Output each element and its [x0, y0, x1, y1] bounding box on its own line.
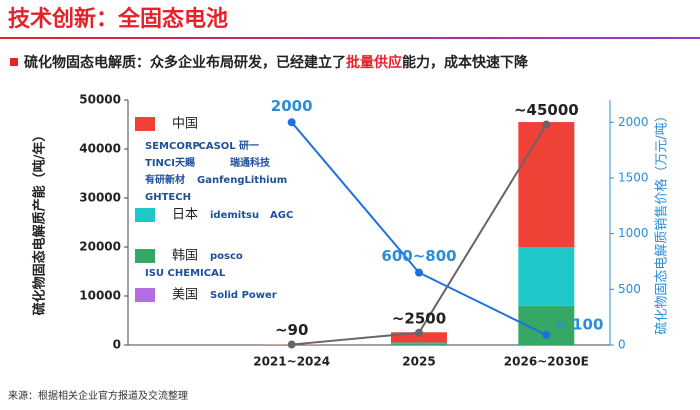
- y2-tick-label: 1500: [618, 170, 649, 184]
- y-tick-label: 30000: [79, 191, 121, 205]
- price-line-point: [542, 331, 550, 339]
- bullet: [10, 58, 18, 66]
- y2-axis-title: 硫化物固态电解质销售价格（万元/吨）: [654, 109, 670, 334]
- legend-company: ISU CHEMICAL: [145, 268, 226, 279]
- legend-company: GanfengLithium: [197, 175, 287, 186]
- legend-company: AGC: [270, 210, 293, 221]
- total-line-label: ~45000: [514, 101, 579, 119]
- legend-label: 日本: [172, 208, 198, 223]
- price-line-label: < 100: [554, 315, 603, 333]
- y-tick-label: 50000: [79, 93, 121, 107]
- y-tick-label: 10000: [79, 289, 121, 303]
- legend-company: 瑞通科技: [230, 156, 271, 169]
- total-line-point: [542, 121, 550, 129]
- total-line-point: [288, 341, 296, 349]
- legend-company: SEMCORP: [145, 141, 200, 152]
- y-tick-label: 20000: [79, 240, 121, 254]
- subtitle-highlight: 批量供应: [346, 54, 402, 71]
- subtitle: 硫化物固态电解质：众多企业布局研发，已经建立了批量供应能力，成本快速下降: [24, 54, 529, 71]
- legend-company: Solid Power: [210, 290, 277, 301]
- total-line-point: [415, 329, 423, 337]
- legend-company: idemitsu: [210, 210, 259, 221]
- x-tick-label: 2021~2024: [253, 355, 330, 369]
- legend-company: GHTECH: [145, 192, 191, 203]
- legend-swatch: [135, 288, 155, 302]
- bar-segment: [518, 122, 574, 247]
- total-line-label: ~2500: [392, 309, 446, 327]
- y-tick-label: 0: [113, 338, 121, 352]
- footer: 来源：根据相关企业官方报道及交流整理: [8, 389, 188, 402]
- price-line-point: [415, 269, 423, 277]
- legend-company: 有研新材: [145, 173, 185, 186]
- legend-swatch: [135, 249, 155, 263]
- legend-swatch: [135, 208, 155, 222]
- legend-company: CASOL: [199, 141, 237, 152]
- legend-label: 韩国: [172, 249, 198, 264]
- legend-swatch: [135, 117, 155, 131]
- y2-tick-label: 1000: [618, 226, 649, 240]
- bar-segment: [391, 343, 447, 344]
- bar-segment: [518, 247, 574, 306]
- subtitle-part: 硫化物固态电解质：众多企业布局研发，已经建立了: [24, 54, 346, 71]
- legend-label: 美国: [172, 288, 198, 303]
- y2-tick-label: 500: [618, 282, 641, 296]
- price-line-point: [288, 118, 296, 126]
- y2-tick-label: 0: [618, 338, 626, 352]
- slide-title: 技术创新：全固态电池: [8, 6, 228, 32]
- y-tick-label: 40000: [79, 142, 121, 156]
- legend-company: posco: [210, 251, 243, 262]
- y2-tick-label: 2000: [618, 115, 649, 129]
- legend-label: 中国: [172, 117, 198, 132]
- price-line: [292, 122, 547, 335]
- legend-company: 研一: [239, 140, 259, 152]
- price-line-label: 2000: [271, 97, 313, 115]
- x-tick-label: 2026~2030E: [504, 355, 589, 369]
- subtitle-part: 能力，成本快速下降: [402, 54, 529, 71]
- price-line-label: 600~800: [381, 247, 456, 265]
- y-axis-title: 硫化物固态电解质产能（吨/年）: [32, 129, 48, 316]
- bar-segment: [391, 344, 447, 345]
- title-rule: [0, 37, 700, 39]
- x-tick-label: 2025: [402, 355, 435, 369]
- legend-company: TINCI天赐: [145, 157, 195, 169]
- total-line-label: ~90: [275, 321, 308, 339]
